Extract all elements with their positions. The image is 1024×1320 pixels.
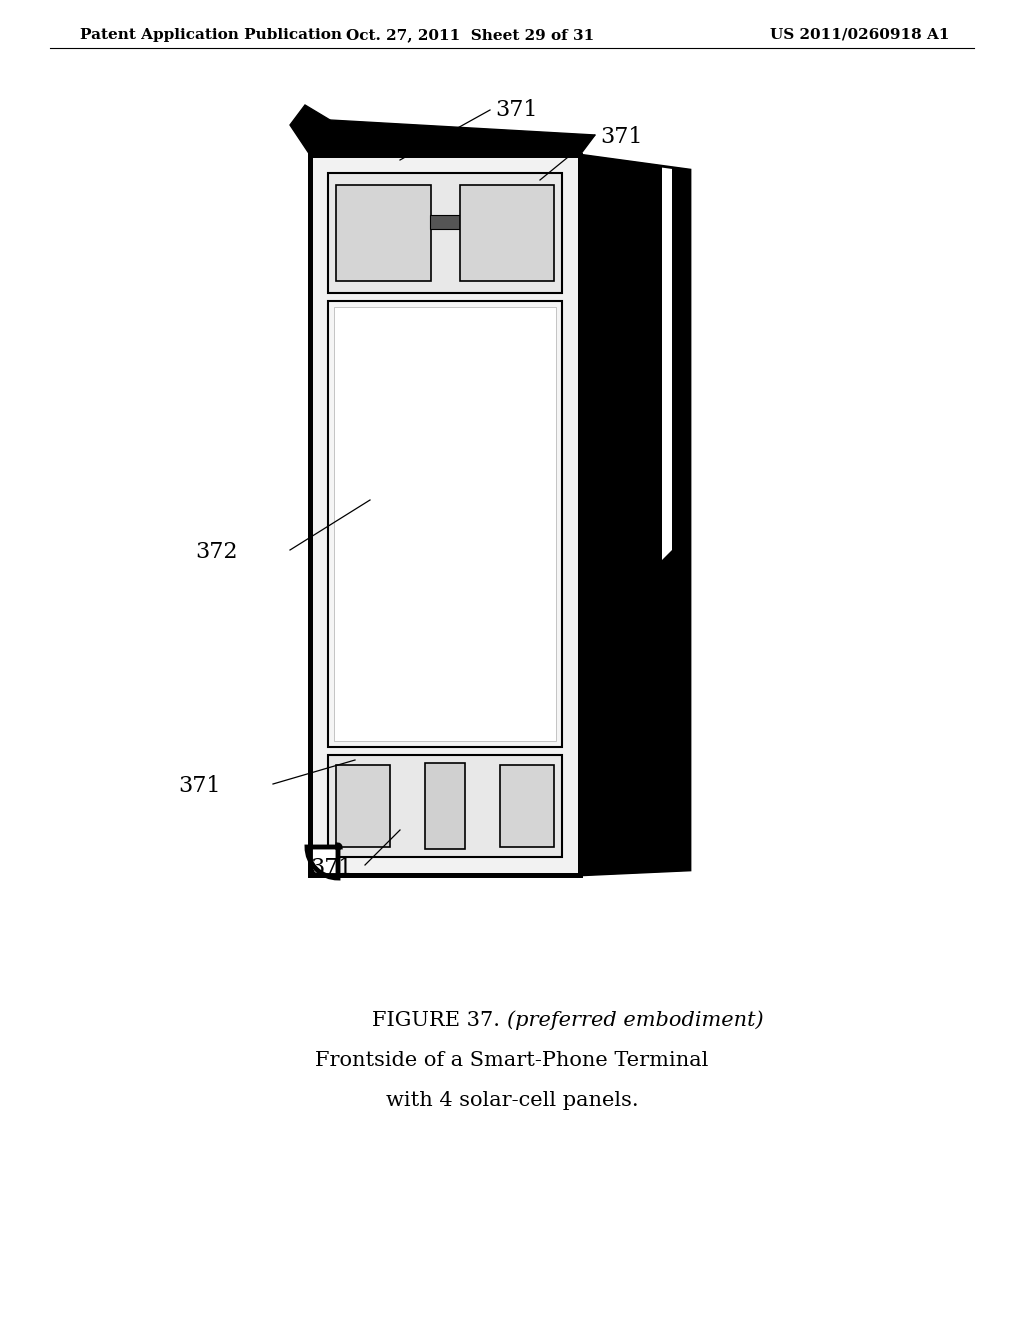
Polygon shape bbox=[336, 185, 431, 281]
Text: US 2011/0260918 A1: US 2011/0260918 A1 bbox=[770, 28, 950, 42]
Polygon shape bbox=[310, 120, 595, 154]
Wedge shape bbox=[307, 845, 340, 878]
Text: 371: 371 bbox=[600, 125, 642, 148]
Polygon shape bbox=[328, 755, 562, 857]
Polygon shape bbox=[310, 154, 580, 875]
Polygon shape bbox=[336, 766, 390, 847]
Text: 371: 371 bbox=[178, 775, 220, 797]
Text: 372: 372 bbox=[195, 541, 238, 564]
Text: Frontside of a Smart-Phone Terminal: Frontside of a Smart-Phone Terminal bbox=[315, 1051, 709, 1069]
Text: with 4 solar-cell panels.: with 4 solar-cell panels. bbox=[386, 1090, 638, 1110]
Polygon shape bbox=[580, 154, 690, 875]
Polygon shape bbox=[328, 301, 562, 747]
Polygon shape bbox=[328, 173, 562, 293]
Text: 371: 371 bbox=[495, 99, 538, 121]
Polygon shape bbox=[334, 308, 556, 741]
Polygon shape bbox=[425, 763, 465, 849]
Polygon shape bbox=[500, 766, 554, 847]
Text: 371: 371 bbox=[310, 857, 352, 879]
Polygon shape bbox=[662, 145, 672, 560]
Polygon shape bbox=[290, 106, 330, 154]
Text: FIGURE 37.: FIGURE 37. bbox=[373, 1011, 507, 1030]
Text: Patent Application Publication: Patent Application Publication bbox=[80, 28, 342, 42]
Text: (preferred embodiment): (preferred embodiment) bbox=[507, 1010, 764, 1030]
Polygon shape bbox=[460, 185, 554, 281]
Text: Oct. 27, 2011  Sheet 29 of 31: Oct. 27, 2011 Sheet 29 of 31 bbox=[346, 28, 594, 42]
Polygon shape bbox=[430, 215, 460, 228]
